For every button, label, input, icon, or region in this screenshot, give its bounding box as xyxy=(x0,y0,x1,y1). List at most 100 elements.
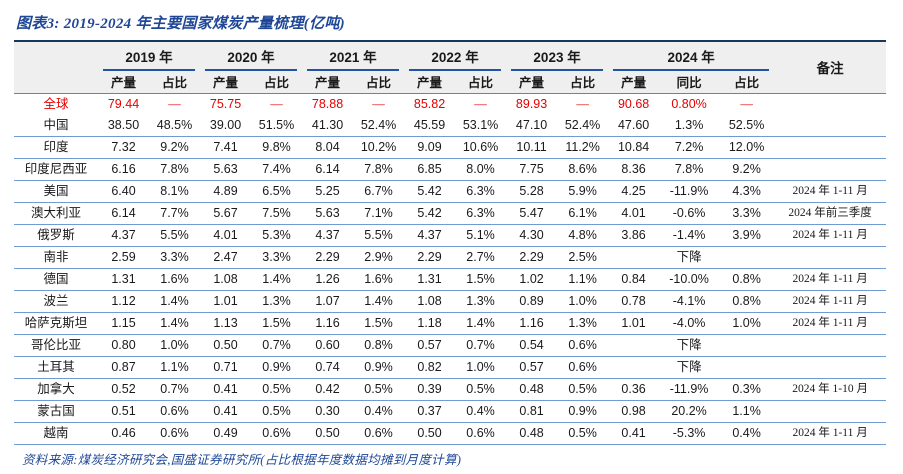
value-cell: -1.4% xyxy=(659,224,720,247)
value-cell: 6.3% xyxy=(455,180,507,203)
remark-cell xyxy=(774,93,886,115)
year-group-header: 2024 年 xyxy=(608,41,775,71)
value-cell: 0.8% xyxy=(719,268,775,291)
value-cell: 1.16 xyxy=(302,312,354,335)
year-label: 2022 年 xyxy=(409,42,502,71)
value-cell: 7.8% xyxy=(659,158,720,181)
value-cell: 1.5% xyxy=(251,312,303,335)
value-cell: 1.4% xyxy=(455,312,507,335)
remark-cell xyxy=(774,114,887,137)
value-cell: 5.67 xyxy=(200,202,252,225)
year-label: 2020 年 xyxy=(205,42,298,71)
country-name-cell: 全球 xyxy=(43,96,69,111)
value-cell: 89.93 xyxy=(515,96,548,111)
country-name-cell: 美国 xyxy=(14,180,98,203)
value-cell: 8.04 xyxy=(302,136,354,159)
table-row: 加拿大 0.52 0.7% 0.41 0.5% 0.42 0.5% 0.39 0.5% 0.48 0… xyxy=(14,378,887,401)
value-cell: 0.39 xyxy=(404,378,456,401)
value-cell: 1.4% xyxy=(251,268,303,291)
value-cell: 0.48 xyxy=(506,378,558,401)
value-cell: 0.5% xyxy=(557,422,609,445)
value-cell: 0.78 xyxy=(608,290,660,313)
value-cell: 1.0% xyxy=(455,356,507,379)
year-group-header: 2022 年 xyxy=(404,41,507,71)
remark-cell: 2024 年 1-11 月 xyxy=(774,268,887,291)
value-cell: 1.07 xyxy=(302,290,354,313)
value-cell: 0.98 xyxy=(608,400,660,423)
value-cell: -0.6% xyxy=(659,202,720,225)
country-name-cell: 印度 xyxy=(14,136,98,159)
value-cell: 0.50 xyxy=(200,334,252,357)
value-cell: 1.15 xyxy=(98,312,149,335)
value-cell: 4.3% xyxy=(719,180,775,203)
column-header: 占比 xyxy=(149,71,201,94)
table-row: 澳大利亚 6.14 7.7% 5.67 7.5% 5.63 7.1% 5.42 6.3% 5.47… xyxy=(14,202,887,225)
value-cell: 1.1% xyxy=(719,400,775,423)
column-header: 同比 xyxy=(659,71,720,94)
value-cell: 0.6% xyxy=(557,334,609,357)
value-cell: 0.36 xyxy=(608,378,660,401)
value-cell: 5.1% xyxy=(455,224,507,247)
value-cell: 2.29 xyxy=(404,246,456,269)
year-header-row: 2019 年 2020 年 2021 年 2022 年 2023 年 2024 年备注 xyxy=(14,41,887,94)
value-cell: -4.1% xyxy=(659,290,720,313)
value-cell: 75.75 xyxy=(209,96,242,111)
value-cell: 5.42 xyxy=(404,202,456,225)
column-header: 占比 xyxy=(557,71,609,94)
value-cell: 6.5% xyxy=(251,180,303,203)
value-cell: 3.86 xyxy=(608,224,660,247)
country-name-cell: 澳大利亚 xyxy=(14,202,98,225)
country-name-cell: 德国 xyxy=(14,268,98,291)
table-row: 德国 1.31 1.6% 1.08 1.4% 1.26 1.6% 1.31 1.5% 1.02 1.… xyxy=(14,268,887,291)
value-cell: 4.01 xyxy=(200,224,252,247)
value-cell: 0.54 xyxy=(506,334,558,357)
value-cell xyxy=(719,356,775,379)
value-cell: 7.32 xyxy=(98,136,149,159)
country-name-cell: 南非 xyxy=(14,246,98,269)
value-cell: 5.5% xyxy=(353,224,405,247)
value-cell: 47.60 xyxy=(608,114,660,137)
value-cell: 4.37 xyxy=(302,224,354,247)
value-cell: 47.10 xyxy=(506,114,558,137)
value-cell: 1.18 xyxy=(404,312,456,335)
value-cell: -11.9% xyxy=(659,180,720,203)
value-cell: 5.42 xyxy=(404,180,456,203)
country-name-cell: 印度尼西亚 xyxy=(14,158,98,181)
value-cell: 0.42 xyxy=(302,378,354,401)
value-cell: 0.80% xyxy=(671,96,707,111)
column-header: 产量 xyxy=(98,71,149,94)
value-cell: 7.7% xyxy=(149,202,201,225)
value-cell: 0.8% xyxy=(353,334,405,357)
country-name-cell: 波兰 xyxy=(14,290,98,313)
sub-header-row: 产量 占比 产量 占比 产量 占比 产量 占比 产量 占比 产量 同比 占比 xyxy=(14,71,886,94)
value-cell: 9.8% xyxy=(251,136,303,159)
value-cell: 41.30 xyxy=(302,114,354,137)
value-cell: 4.89 xyxy=(200,180,252,203)
remark-cell: 2024 年前三季度 xyxy=(774,202,887,225)
remark-cell xyxy=(774,136,887,159)
value-cell: 6.40 xyxy=(98,180,149,203)
country-name-cell: 哈萨克斯坦 xyxy=(14,312,98,335)
remark-cell xyxy=(774,334,887,357)
value-cell: 4.01 xyxy=(608,202,660,225)
value-cell: 0.4% xyxy=(353,400,405,423)
value-cell: — xyxy=(740,96,753,111)
value-cell: 1.12 xyxy=(98,290,149,313)
value-cell: 3.3% xyxy=(251,246,303,269)
value-cell: 0.52 xyxy=(98,378,149,401)
value-cell: 1.3% xyxy=(659,114,720,137)
value-cell: 1.1% xyxy=(149,356,201,379)
value-cell xyxy=(719,246,775,269)
value-cell: 7.5% xyxy=(251,202,303,225)
country-name-cell: 越南 xyxy=(14,422,98,445)
value-cell: 2.9% xyxy=(353,246,405,269)
value-cell: 5.5% xyxy=(149,224,201,247)
source-note: 资料来源:煤炭经济研究会,国盛证券研究所(占比根据年度数据均摊到月度计算) xyxy=(22,452,462,467)
column-header: 产量 xyxy=(506,71,558,94)
value-cell: 1.31 xyxy=(404,268,456,291)
value-cell: 0.9% xyxy=(557,400,609,423)
table-row: 南非 2.59 3.3% 2.47 3.3% 2.29 2.9% 2.29 2.7% 2.29 2.… xyxy=(14,246,887,269)
value-cell: 5.63 xyxy=(302,202,354,225)
value-cell: 85.82 xyxy=(413,96,446,111)
value-cell: 下降 xyxy=(659,246,720,269)
